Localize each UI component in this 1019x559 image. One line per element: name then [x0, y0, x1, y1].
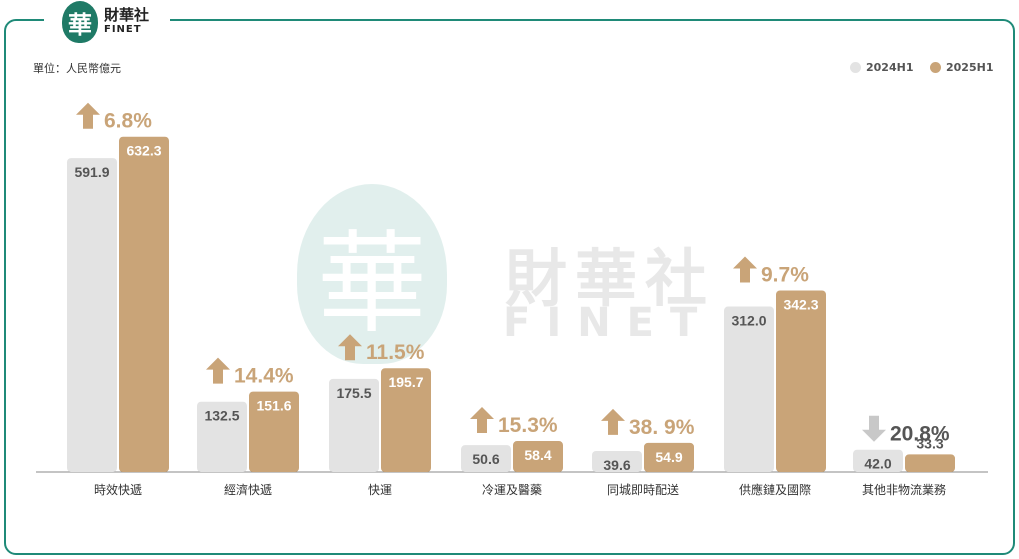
legend-swatch-2025h1	[930, 62, 941, 73]
legend-swatch-2024h1	[850, 62, 861, 73]
category-label: 供應鏈及國際	[739, 482, 811, 497]
bar-2024h1	[461, 445, 511, 472]
legend-label-2024h1: 2024H1	[866, 61, 914, 74]
data-label-2024h1: 591.9	[74, 164, 109, 180]
data-label-2024h1: 175.5	[336, 385, 371, 401]
bar-2025h1	[513, 441, 563, 472]
arrow-up-icon	[601, 408, 625, 435]
bar-2024h1	[67, 158, 117, 472]
data-label-2024h1: 42.0	[864, 456, 891, 472]
bar-2025h1	[119, 136, 169, 472]
bar-2025h1	[905, 454, 955, 472]
bar-2025h1	[249, 391, 299, 472]
bar-2024h1	[592, 451, 642, 472]
legend-label-2025h1: 2025H1	[946, 61, 994, 74]
logo-english-name: FINET	[104, 24, 142, 35]
data-label-2024h1: 312.0	[731, 313, 766, 329]
data-label-2025h1: 195.7	[388, 374, 423, 390]
bar-2025h1	[644, 442, 694, 472]
growth-label: 11.5%	[366, 341, 425, 364]
data-label-2024h1: 39.6	[603, 457, 630, 473]
bar-2024h1	[724, 306, 774, 472]
bar-2024h1	[853, 449, 903, 472]
bar-2024h1	[197, 401, 247, 472]
growth-label: 6.8%	[104, 110, 152, 133]
category-label: 冷運及醫藥	[482, 483, 542, 497]
arrow-up-icon	[76, 102, 100, 129]
data-label-2025h1: 151.6	[256, 398, 291, 414]
bar-2025h1	[776, 290, 826, 472]
bar-2024h1	[329, 378, 379, 472]
category-label: 時效快遞	[94, 482, 142, 497]
data-label-2025h1: 342.3	[783, 296, 818, 312]
logo-chinese-name: 財華社	[104, 6, 150, 24]
arrow-up-icon	[733, 256, 757, 283]
arrow-up-icon	[206, 357, 230, 384]
bar-2025h1	[381, 368, 431, 472]
unit-label: 單位：人民幣億元	[33, 62, 121, 75]
data-label-2025h1: 33.3	[916, 435, 943, 451]
category-label: 快運	[368, 483, 392, 497]
category-label: 同城即時配送	[607, 482, 679, 497]
category-label: 其他非物流業務	[862, 483, 946, 497]
finet-logo: 華 財華社 FINET	[44, 0, 170, 44]
data-label-2025h1: 632.3	[126, 143, 161, 159]
arrow-up-icon	[470, 407, 494, 434]
data-label-2025h1: 54.9	[655, 449, 682, 465]
growth-label: 14.4%	[234, 365, 294, 388]
growth-label: 38. 9%	[629, 416, 695, 439]
data-label-2025h1: 58.4	[524, 447, 551, 463]
data-label-2024h1: 132.5	[204, 408, 239, 424]
card-frame	[4, 19, 1015, 555]
growth-label: 9.7%	[761, 263, 809, 286]
growth-label: 20.8%	[890, 423, 950, 446]
arrow-down-icon	[862, 415, 886, 442]
data-label-2024h1: 50.6	[472, 451, 499, 467]
arrow-up-icon	[338, 334, 362, 361]
category-label: 經濟快遞	[224, 482, 272, 497]
logo-mark: 華	[62, 1, 98, 43]
growth-label: 15.3%	[498, 414, 558, 437]
